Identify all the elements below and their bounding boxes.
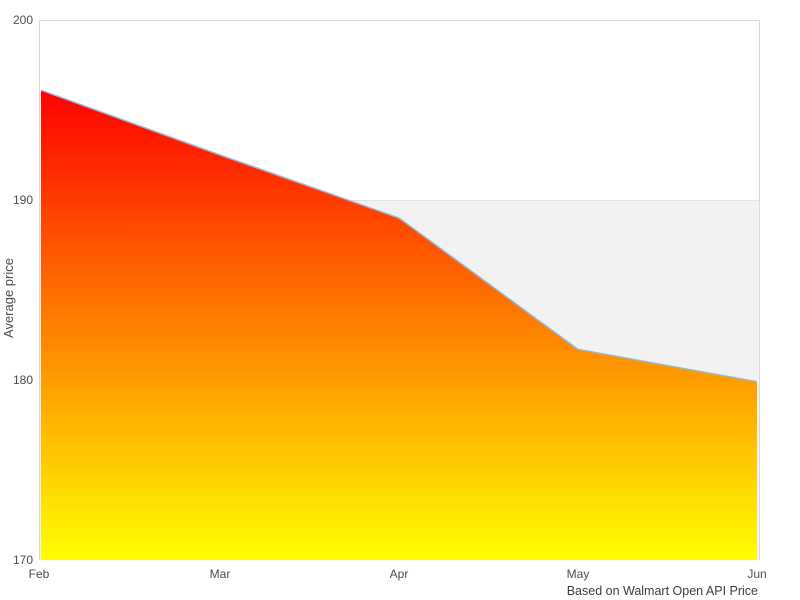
y-tick-label-170: 170 (13, 553, 33, 567)
x-tick-label-jun: Jun (747, 567, 766, 581)
x-tick-label-mar: Mar (210, 567, 231, 581)
x-tick-label-apr: Apr (390, 567, 409, 581)
y-tick-label-190: 190 (13, 193, 33, 207)
y-axis-title: Average price (1, 258, 16, 338)
series-line (40, 89, 758, 383)
area-series (41, 90, 757, 560)
y-tick-label-200: 200 (13, 13, 33, 27)
x-tick-label-may: May (567, 567, 590, 581)
chart-caption: Based on Walmart Open API Price (567, 584, 758, 598)
x-tick-label-feb: Feb (29, 567, 50, 581)
y-tick-label-180: 180 (13, 373, 33, 387)
